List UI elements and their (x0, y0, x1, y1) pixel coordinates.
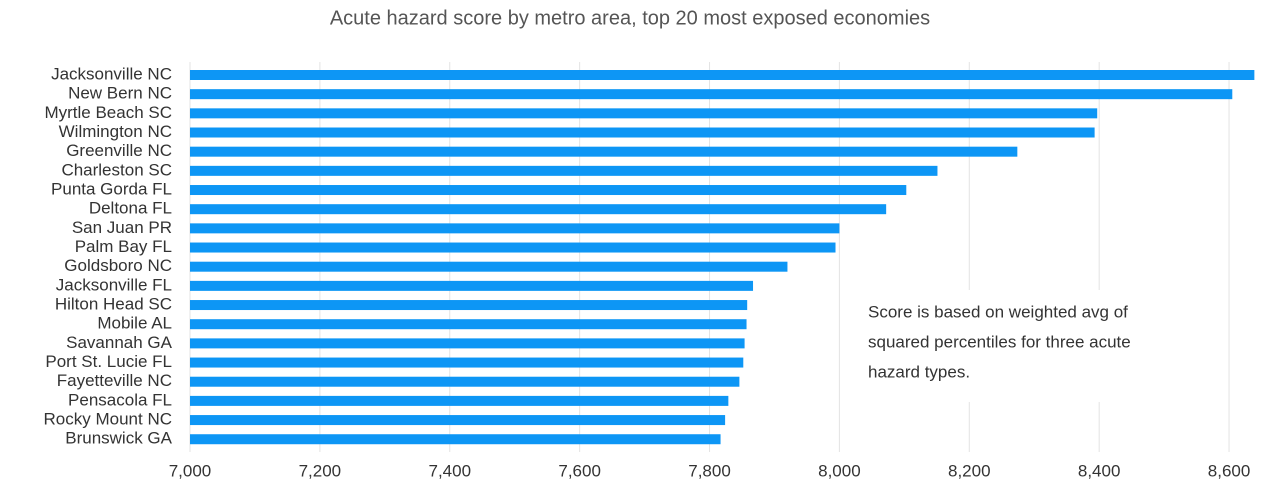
x-tick-label: 7,400 (428, 461, 471, 480)
annotation: Score is based on weighted avg of (868, 302, 1128, 321)
x-tick-label: 7,200 (299, 461, 342, 480)
y-tick-label: Savannah GA (66, 333, 173, 352)
y-tick-label: Jacksonville FL (56, 275, 172, 294)
bar (190, 165, 938, 176)
x-tick-label: 7,000 (169, 461, 212, 480)
bar (190, 434, 721, 445)
y-tick-label: Myrtle Beach SC (44, 103, 172, 122)
y-tick-label: Hilton Head SC (55, 295, 172, 314)
y-tick-label: Pensacola FL (68, 390, 172, 409)
bar (190, 89, 1233, 100)
x-tick-label: 8,400 (1078, 461, 1121, 480)
y-tick-label: Port St. Lucie FL (45, 352, 172, 371)
bar (190, 338, 745, 349)
x-tick-label: 7,600 (558, 461, 601, 480)
annotation: squared percentiles for three acute (868, 332, 1131, 351)
bar (190, 223, 840, 234)
y-tick-label: Wilmington NC (59, 122, 172, 141)
y-tick-label: San Juan PR (72, 218, 172, 237)
bar (190, 70, 1255, 80)
bar (190, 415, 726, 426)
bar (190, 300, 748, 311)
bar (190, 204, 887, 215)
bar (190, 185, 907, 196)
bar (190, 127, 1095, 138)
annotation-box (855, 290, 1215, 402)
y-tick-label: Deltona FL (89, 199, 172, 218)
y-tick-label: Goldsboro NC (64, 256, 172, 275)
y-tick-label: Fayetteville NC (57, 371, 172, 390)
y-tick-label: Rocky Mount NC (44, 410, 172, 429)
y-tick-label: Brunswick GA (65, 429, 172, 448)
bar (190, 319, 747, 330)
y-tick-label: Palm Bay FL (75, 237, 172, 256)
chart-title: Acute hazard score by metro area, top 20… (330, 7, 930, 29)
x-tick-label: 8,600 (1208, 461, 1251, 480)
y-tick-label: New Bern NC (68, 84, 172, 103)
y-tick-label: Mobile AL (97, 314, 172, 333)
x-tick-label: 8,000 (818, 461, 861, 480)
y-tick-label: Greenville NC (66, 141, 172, 160)
bar (190, 357, 744, 368)
bar (190, 395, 729, 406)
bar (190, 261, 788, 272)
bar (190, 146, 1018, 157)
annotation: hazard types. (868, 362, 970, 381)
y-tick-label: Jacksonville NC (51, 64, 172, 83)
y-tick-label: Charleston SC (61, 160, 172, 179)
bar (190, 376, 740, 387)
x-tick-label: 8,200 (948, 461, 991, 480)
bar (190, 108, 1098, 119)
y-tick-label: Punta Gorda FL (51, 180, 172, 199)
x-tick-label: 7,800 (688, 461, 731, 480)
bar (190, 280, 754, 291)
bar (190, 242, 836, 253)
